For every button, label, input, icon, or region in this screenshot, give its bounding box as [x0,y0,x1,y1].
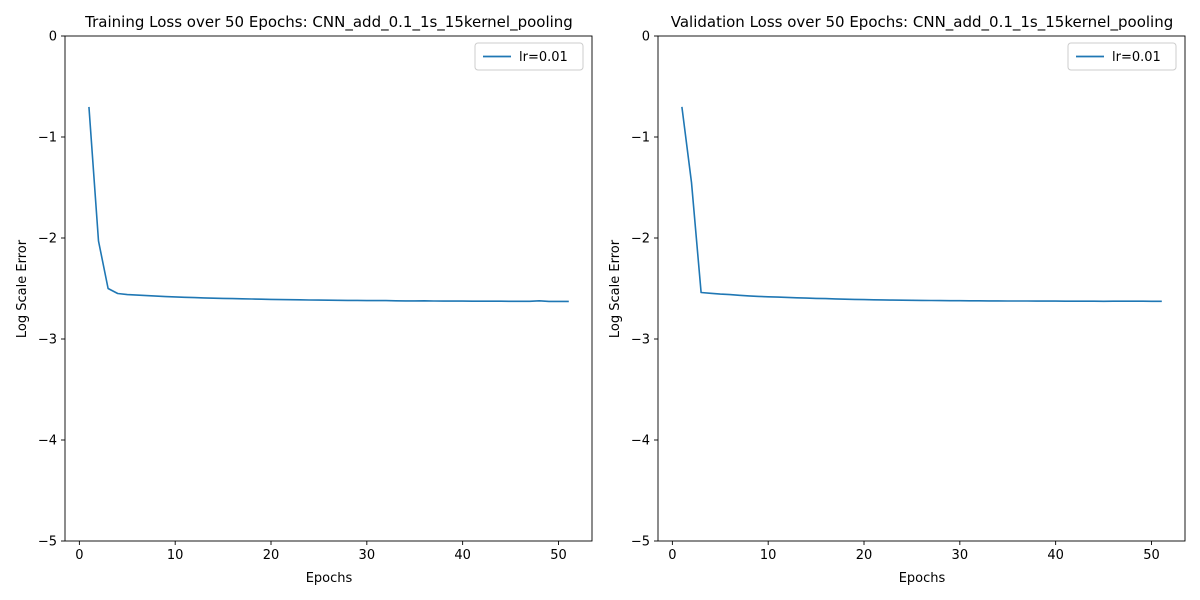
training-legend-label: lr=0.01 [519,50,568,65]
training-x-tick-label: 20 [263,548,280,563]
training-x-tick-label: 0 [75,548,83,563]
validation-x-tick-label: 0 [668,548,676,563]
training-plot-area: 0 10 20 30 40 50 −5 −4 −3 −2 −1 0 lr=0.01 [38,30,593,563]
validation-y-tick-label: −4 [631,434,650,449]
validation-x-tick-label: 10 [760,548,777,563]
validation-legend-box [1067,42,1177,71]
training-y-tick-label: −3 [38,333,57,348]
training-y-tick-label: −5 [38,535,57,550]
training-y-tick-label: −4 [38,434,57,449]
validation-y-tick-label: −3 [631,333,650,348]
validation-legend: lr=0.01 [1067,42,1177,71]
training-chart-title: Training Loss over 50 Epochs: CNN_add_0.… [84,13,573,32]
validation-x-tick-label: 20 [856,548,873,563]
validation-y-tick-label: 0 [642,30,650,45]
training-loss-panel: Training Loss over 50 Epochs: CNN_add_0.… [15,13,593,586]
validation-y-axis-label: Log Scale Error [608,239,623,338]
training-legend: lr=0.01 [474,42,584,71]
training-legend-box [474,42,584,71]
training-y-tick-label: 0 [49,30,57,45]
training-y-tick-label: −2 [38,232,57,247]
validation-legend-label: lr=0.01 [1112,50,1161,65]
validation-x-axis-label: Epochs [899,571,946,586]
validation-x-tick-label: 50 [1143,548,1160,563]
validation-y-tick-label: −1 [631,131,650,146]
training-series-line [88,106,569,303]
training-x-tick-label: 40 [454,548,471,563]
validation-loss-panel: Validation Loss over 50 Epochs: CNN_add_… [608,13,1186,586]
training-x-axis-label: Epochs [306,571,353,586]
validation-y-tick-label: −2 [631,232,650,247]
validation-x-tick-label: 30 [952,548,969,563]
training-x-tick-label: 10 [167,548,184,563]
validation-plot-area: 0 10 20 30 40 50 −5 −4 −3 −2 −1 0 lr=0.01 [631,30,1186,563]
training-x-tick-label: 50 [550,548,567,563]
validation-chart-title: Validation Loss over 50 Epochs: CNN_add_… [671,13,1174,32]
training-y-tick-label: −1 [38,131,57,146]
validation-y-tick-label: −5 [631,535,650,550]
validation-x-tick-label: 40 [1047,548,1064,563]
training-y-axis-label: Log Scale Error [15,239,30,338]
validation-axes-frame [657,35,1186,542]
training-axes-frame [64,35,593,542]
validation-series-line [681,106,1162,303]
training-x-tick-label: 30 [359,548,376,563]
